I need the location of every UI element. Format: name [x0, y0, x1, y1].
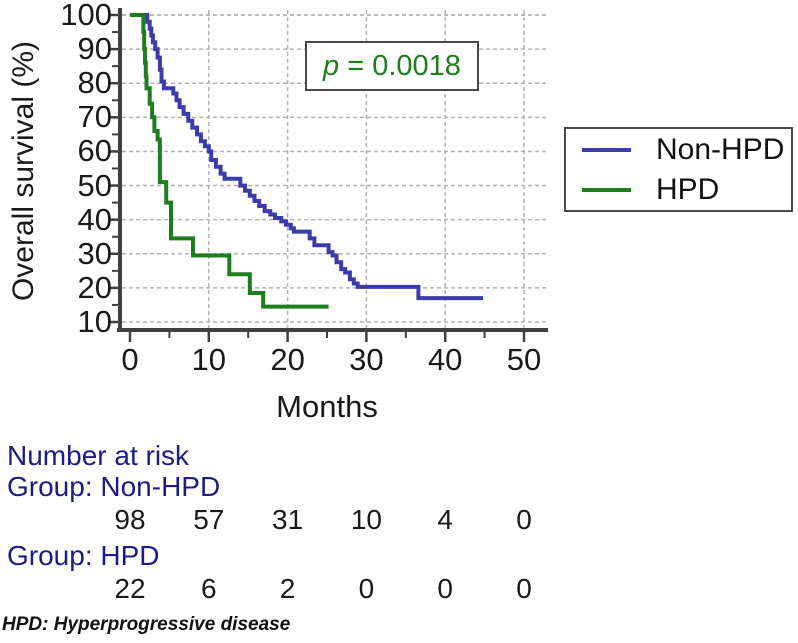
risk-count: 2: [279, 573, 296, 604]
footnote: HPD: Hyperprogressive disease: [2, 614, 291, 635]
x-tick-50: 50: [506, 342, 542, 377]
y-tick-60: 60: [77, 133, 112, 169]
x-tick-40: 40: [427, 342, 463, 377]
p-value-text: = 0.0018: [339, 49, 461, 82]
y-tick-80: 80: [77, 65, 112, 101]
risk-count: 98: [114, 504, 146, 535]
x-tick-0: 0: [121, 342, 139, 377]
risk-count: 0: [358, 573, 375, 604]
risk-count: 31: [272, 504, 304, 535]
y-tick-10: 10: [77, 303, 112, 339]
x-tick-10: 10: [191, 342, 227, 377]
risk-count: 10: [350, 504, 382, 535]
x-tick-30: 30: [349, 342, 384, 377]
x-axis-title: Months: [276, 389, 378, 424]
legend-label-hpd: HPD: [656, 172, 720, 206]
y-tick-90: 90: [77, 31, 112, 67]
x-tick-20: 20: [270, 342, 305, 377]
y-tick-30: 30: [77, 235, 112, 271]
risk-count: 0: [516, 573, 532, 604]
risk-count: 0: [516, 504, 532, 535]
p-value-box: p = 0.0018: [305, 41, 479, 91]
y-tick-20: 20: [77, 269, 112, 305]
non-hpd-line-swatch: [582, 147, 631, 152]
risk-count: 6: [201, 573, 217, 604]
curve-hpd: [130, 13, 329, 309]
legend: Non-HPD HPD: [564, 127, 793, 212]
y-tick-40: 40: [77, 201, 112, 237]
risk-count: 0: [437, 573, 453, 604]
legend-row-hpd: HPD: [582, 173, 791, 207]
p-value-symbol: p: [323, 49, 340, 82]
y-tick-50: 50: [77, 167, 112, 203]
risk-count: 22: [114, 573, 146, 604]
risk-table-header: Number at risk: [7, 440, 190, 471]
risk-group-label-non-hpd: Group: Non-HPD: [7, 471, 221, 502]
legend-row-non-hpd: Non-HPD: [582, 133, 791, 167]
risk-group-label-hpd: Group: HPD: [7, 540, 160, 571]
y-tick-70: 70: [77, 99, 112, 135]
y-tick-100: 100: [60, 0, 112, 32]
risk-count: 57: [193, 504, 225, 535]
risk-count: 4: [437, 504, 453, 535]
curve-non-hpd: [130, 13, 483, 301]
hpd-line-swatch: [582, 187, 631, 192]
legend-label-non-hpd: Non-HPD: [656, 132, 785, 166]
